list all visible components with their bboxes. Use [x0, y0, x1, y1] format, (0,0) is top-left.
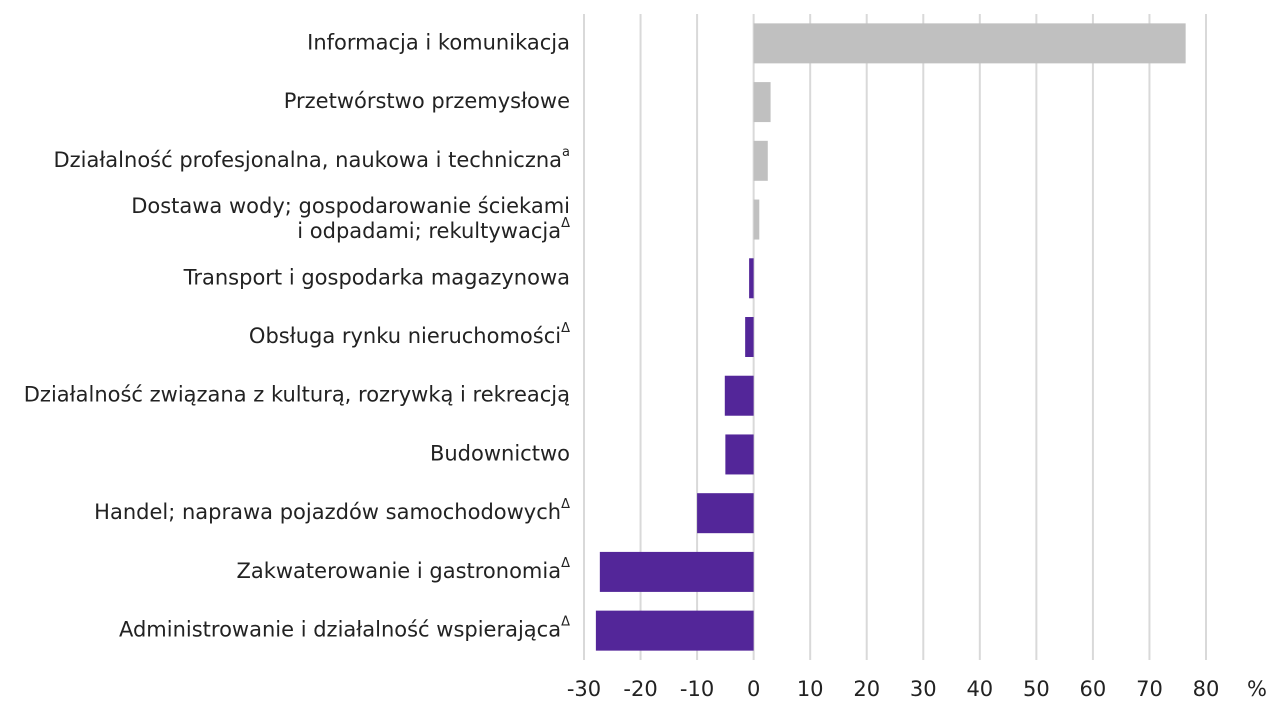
y-tick-label: Informacja i komunikacja [307, 30, 570, 54]
bar [753, 140, 768, 181]
y-tick-label: Obsługa rynku nieruchomościΔ [249, 321, 570, 349]
y-tick-label: Budownictwo [430, 441, 570, 465]
category-note: Δ [561, 555, 570, 570]
category-note: Δ [561, 497, 570, 512]
x-tick-label: 10 [797, 677, 824, 701]
x-tick-label: 60 [1080, 677, 1107, 701]
bar [749, 258, 754, 299]
bar [753, 23, 1186, 64]
category-text: Transport i gospodarka magazynowa [183, 265, 570, 289]
category-text: Działalność profesjonalna, naukowa i tec… [53, 148, 562, 172]
x-tick-label: 50 [1023, 677, 1050, 701]
category-text: Handel; naprawa pojazdów samochodowych [94, 500, 561, 524]
x-tick-label: 30 [910, 677, 937, 701]
x-tick-label: -10 [680, 677, 714, 701]
y-tick-label: Przetwórstwo przemysłowe [284, 89, 570, 113]
bar [724, 375, 754, 416]
y-tick-label: i odpadami; rekultywacjaΔ [297, 216, 570, 244]
category-note: Δ [561, 321, 570, 336]
x-tick-label: 20 [853, 677, 880, 701]
category-text: Zakwaterowanie i gastronomia [236, 559, 561, 583]
y-tick-label: Zakwaterowanie i gastronomiaΔ [236, 555, 570, 583]
category-note: Δ [561, 216, 570, 231]
category-text: Administrowanie i działalność wspierając… [119, 618, 561, 642]
category-text: Dostawa wody; gospodarowanie ściekami [131, 194, 570, 218]
category-text: Budownictwo [430, 441, 570, 465]
x-unit: % [1247, 677, 1267, 701]
bar [753, 82, 771, 123]
x-tick-label: 0 [747, 677, 760, 701]
bar [725, 434, 754, 475]
category-text: Obsługa rynku nieruchomości [249, 324, 561, 348]
category-text: Przetwórstwo przemysłowe [284, 89, 570, 113]
category-note: Δ [561, 614, 570, 629]
bar [753, 199, 760, 240]
bar [697, 493, 754, 534]
bar [599, 551, 754, 592]
bar [745, 317, 754, 357]
category-note: a [562, 144, 570, 159]
x-tick-label: 80 [1193, 677, 1220, 701]
y-tick-label: Dostawa wody; gospodarowanie ściekami [131, 194, 570, 218]
y-tick-label: Handel; naprawa pojazdów samochodowychΔ [94, 497, 570, 525]
bar [595, 610, 754, 651]
y-tick-label: Działalność profesjonalna, naukowa i tec… [53, 144, 570, 172]
category-text: i odpadami; rekultywacja [297, 219, 561, 243]
x-tick-label: 40 [966, 677, 993, 701]
x-tick-label: 70 [1136, 677, 1163, 701]
y-tick-label: Działalność związana z kulturą, rozrywką… [24, 383, 570, 407]
y-tick-label: Administrowanie i działalność wspierając… [119, 614, 570, 642]
y-tick-label: Transport i gospodarka magazynowa [183, 265, 570, 289]
x-tick-label: -20 [623, 677, 657, 701]
x-tick-label: -30 [567, 677, 601, 701]
category-text: Działalność związana z kulturą, rozrywką… [24, 383, 570, 407]
category-text: Informacja i komunikacja [307, 30, 570, 54]
